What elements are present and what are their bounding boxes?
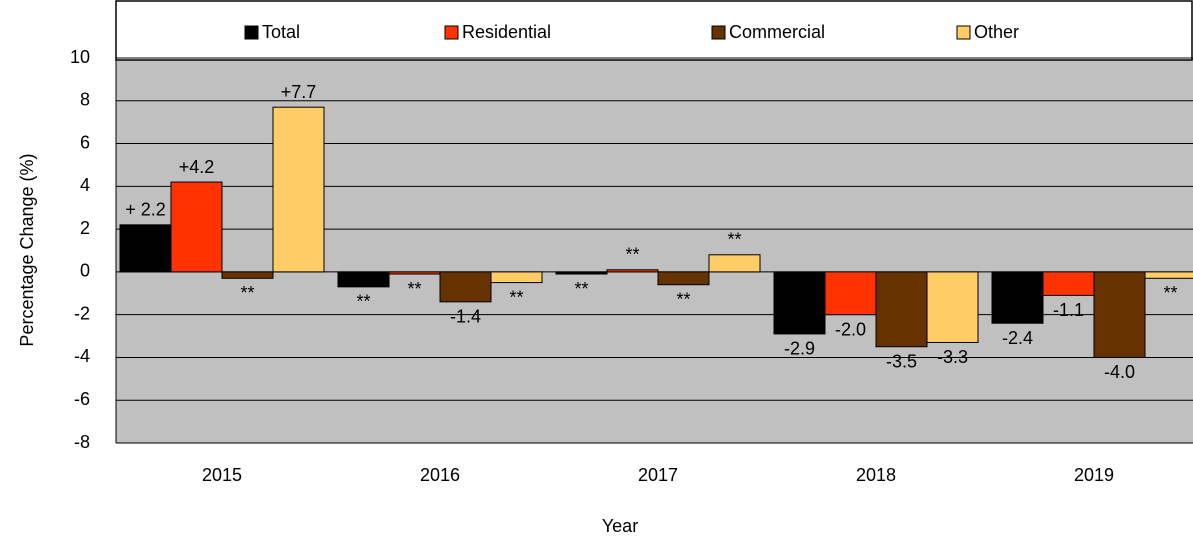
value-label: -4.0 [1104,362,1135,382]
value-label: ** [574,279,588,299]
y-tick-label: 8 [80,90,90,110]
value-label: ** [727,230,741,250]
value-label: ** [625,245,639,265]
value-label: ** [509,287,523,307]
value-label: ** [1163,283,1177,303]
value-label: -2.4 [1002,328,1033,348]
bar [1093,271,1146,358]
legend [115,0,1193,61]
bar [875,271,928,348]
bar [773,271,826,335]
y-axis-label: Percentage Change (%) [17,153,37,346]
y-tick-label: -6 [74,389,90,409]
value-label: + 2.2 [125,200,166,220]
value-label: +7.7 [281,82,317,102]
x-tick-label: 2018 [856,465,896,485]
legend-swatch [244,25,259,40]
value-label: ** [356,292,370,312]
legend-swatch [444,25,459,40]
value-label: -1.1 [1053,300,1084,320]
bar [490,271,543,284]
legend-label: Residential [462,22,551,42]
bar [337,271,390,288]
value-label: -2.9 [784,339,815,359]
value-label: -3.3 [937,347,968,367]
legend-swatch [956,25,971,40]
y-tick-label: 10 [70,47,90,67]
value-label: +4.2 [179,157,215,177]
bar [439,271,492,303]
bar [119,224,172,273]
value-label: -3.5 [886,352,917,372]
legend-swatch [711,25,726,40]
bar [824,271,877,316]
x-tick-label: 2015 [202,465,242,485]
bar [657,271,710,286]
legend-label: Commercial [729,22,825,42]
y-tick-label: -8 [74,432,90,452]
bar [272,106,325,273]
bar [1144,271,1193,279]
bar [1042,271,1095,296]
value-label: -1.4 [450,307,481,327]
bar [221,271,274,279]
legend-label: Total [262,22,300,42]
bar [991,271,1044,324]
x-tick-label: 2016 [420,465,460,485]
bar [708,254,761,273]
value-label: ** [240,283,254,303]
bar [555,271,608,275]
bar [606,269,659,273]
bar [926,271,979,343]
value-label: -2.0 [835,319,866,339]
bar [170,181,223,273]
value-label: ** [407,279,421,299]
y-tick-label: 2 [80,218,90,238]
bar [388,271,441,275]
legend-label: Other [974,22,1019,42]
x-tick-label: 2019 [1074,465,1114,485]
value-label: ** [676,289,690,309]
y-tick-label: 0 [80,261,90,281]
y-tick-label: -2 [74,303,90,323]
y-tick-label: 4 [80,175,90,195]
y-tick-label: -4 [74,346,90,366]
x-axis-label: Year [602,516,638,536]
x-tick-label: 2017 [638,465,678,485]
y-tick-label: 6 [80,132,90,152]
